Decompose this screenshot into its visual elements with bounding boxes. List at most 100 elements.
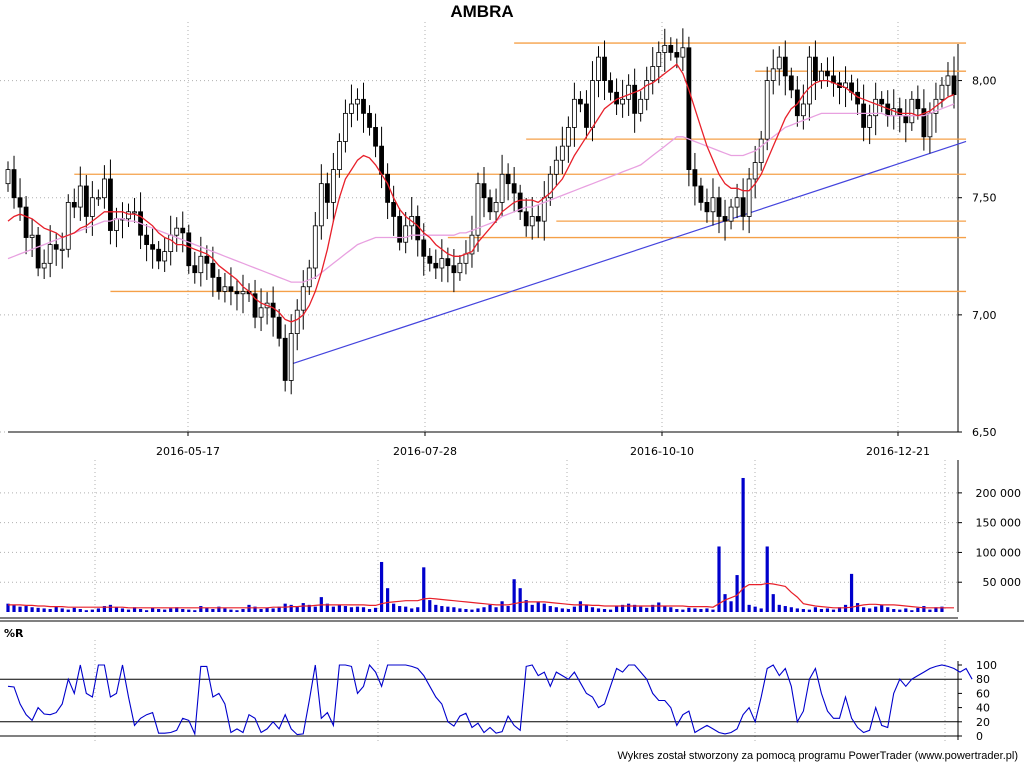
candle-body bbox=[813, 56, 818, 81]
candle bbox=[138, 192, 143, 250]
volume-bar bbox=[349, 607, 354, 612]
candle bbox=[650, 47, 656, 95]
volume-bar bbox=[458, 608, 462, 612]
candle bbox=[517, 184, 523, 220]
candle bbox=[186, 224, 192, 274]
candle-body bbox=[53, 244, 59, 250]
candle bbox=[234, 280, 240, 311]
candle-body bbox=[5, 169, 11, 185]
candle-body bbox=[132, 211, 137, 214]
volume-bar bbox=[476, 608, 480, 612]
volume-bar bbox=[379, 561, 384, 612]
volume-bar bbox=[837, 607, 842, 612]
candle bbox=[728, 198, 734, 230]
candle bbox=[198, 236, 204, 287]
candle-body bbox=[330, 169, 336, 203]
volume-bar bbox=[771, 594, 775, 612]
candle bbox=[813, 40, 818, 101]
volume-bar bbox=[783, 606, 787, 612]
volume-bar bbox=[313, 606, 317, 612]
candle-body bbox=[282, 337, 288, 381]
candle bbox=[427, 248, 433, 272]
candle-body bbox=[499, 173, 505, 203]
candle-body bbox=[505, 173, 511, 185]
volume-bar bbox=[608, 609, 613, 612]
volume-bar bbox=[464, 609, 468, 612]
williams-r-line bbox=[7, 663, 973, 737]
volume-bar bbox=[898, 609, 902, 612]
williams-r-y-tick-label: 80 bbox=[976, 673, 990, 686]
volume-bar bbox=[367, 609, 372, 612]
candle bbox=[222, 272, 228, 303]
volume-bar bbox=[301, 603, 305, 612]
candle bbox=[523, 197, 529, 237]
candle bbox=[77, 166, 83, 221]
candle-body bbox=[234, 291, 240, 295]
volume-bar bbox=[259, 609, 263, 612]
volume-bar bbox=[223, 608, 227, 612]
candle bbox=[704, 188, 710, 223]
candle-body bbox=[174, 227, 180, 236]
volume-bar bbox=[325, 603, 329, 612]
volume-bar bbox=[614, 606, 619, 612]
date-tick-label: 2016-12-21 bbox=[866, 445, 930, 458]
candle bbox=[228, 267, 234, 306]
candle-body bbox=[343, 112, 348, 142]
candle bbox=[83, 174, 89, 234]
volume-bar bbox=[747, 604, 751, 612]
candle bbox=[132, 197, 137, 223]
volume-bar bbox=[337, 604, 342, 612]
candle bbox=[493, 188, 499, 223]
candle bbox=[475, 172, 481, 252]
volume-bar bbox=[307, 604, 311, 612]
williams-r-y-tick-label: 100 bbox=[976, 659, 997, 672]
volume-bar bbox=[831, 609, 836, 612]
volume-bar bbox=[645, 607, 649, 612]
moving-average-slow bbox=[7, 103, 955, 283]
candle-body bbox=[451, 265, 457, 274]
candle-body bbox=[89, 197, 95, 217]
candle-body bbox=[144, 234, 149, 245]
candle bbox=[481, 167, 487, 218]
volume-bar bbox=[916, 607, 920, 612]
candle-body bbox=[939, 84, 945, 100]
candle bbox=[415, 205, 421, 257]
volume-bar bbox=[470, 609, 474, 612]
candle bbox=[535, 205, 541, 238]
volume-bar bbox=[102, 606, 107, 612]
candle bbox=[487, 189, 493, 220]
candle bbox=[102, 165, 107, 209]
volume-bar bbox=[843, 604, 848, 612]
candle bbox=[620, 79, 625, 118]
candle-body bbox=[921, 108, 927, 138]
candle-body bbox=[680, 47, 686, 58]
candle-body bbox=[59, 248, 65, 251]
candle-body bbox=[65, 201, 71, 250]
candle-body bbox=[433, 262, 439, 269]
candle-body bbox=[553, 159, 559, 175]
candle bbox=[216, 269, 222, 300]
volume-bar bbox=[452, 607, 456, 612]
volume-bar bbox=[572, 606, 576, 612]
candle bbox=[385, 163, 391, 220]
price-y-tick-label: 8,00 bbox=[972, 75, 997, 88]
candle bbox=[457, 255, 463, 281]
candle-body bbox=[638, 98, 644, 114]
candle-body bbox=[481, 183, 487, 199]
candle-body bbox=[210, 262, 216, 278]
candle-body bbox=[355, 98, 360, 105]
candle bbox=[614, 78, 619, 116]
williams-r-y-tick-label: 20 bbox=[976, 716, 990, 729]
candle bbox=[921, 89, 927, 151]
candle bbox=[391, 185, 397, 236]
candle-body bbox=[252, 293, 258, 318]
candle bbox=[734, 183, 740, 219]
candle-body bbox=[23, 206, 29, 238]
candle-body bbox=[77, 185, 83, 208]
candle bbox=[764, 66, 770, 151]
candle bbox=[126, 203, 131, 227]
candle-body bbox=[927, 112, 933, 138]
candle bbox=[662, 28, 668, 72]
candle bbox=[373, 113, 378, 158]
candle bbox=[571, 82, 577, 147]
